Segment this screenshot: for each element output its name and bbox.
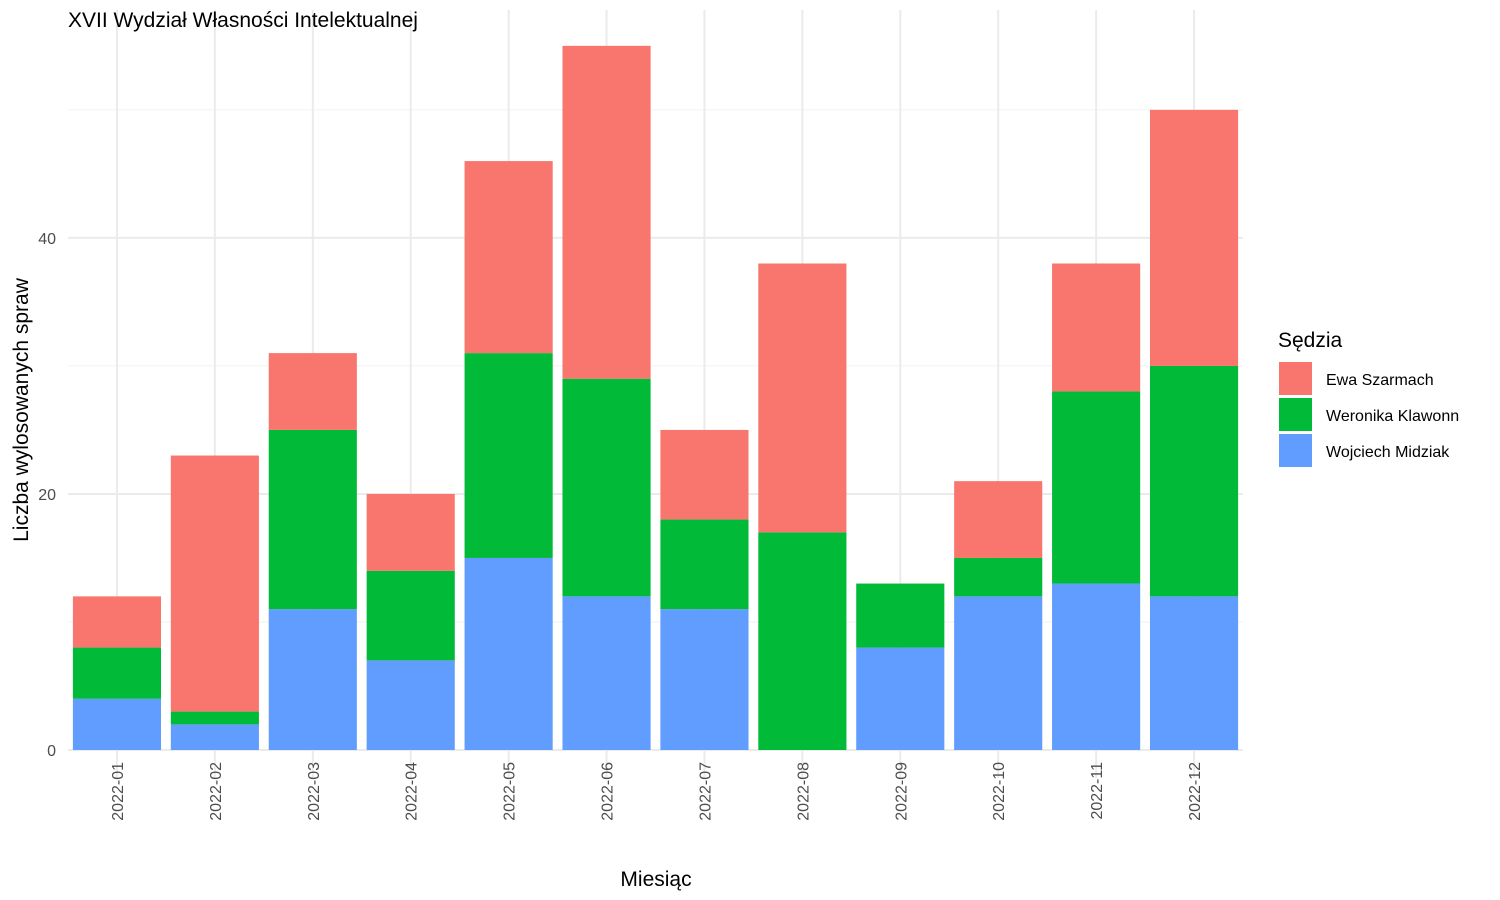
bar-segment: [170, 455, 259, 712]
x-tick-label: 2022-11: [1089, 762, 1106, 820]
bar-segment: [170, 711, 259, 725]
bar-segment: [268, 353, 357, 430]
bar-segment: [954, 481, 1043, 558]
bar-segment: [758, 263, 847, 533]
x-tick-label: 2022-10: [991, 762, 1008, 821]
bar-segment: [1052, 391, 1141, 584]
legend-items: Ewa Szarmach Weronika Klawonn Wojciech Mid…: [1279, 362, 1459, 467]
bar-segment: [856, 647, 945, 750]
bar-segment: [562, 378, 651, 597]
legend-label: Wojciech Midziak: [1326, 444, 1450, 461]
bar-segment: [72, 596, 162, 648]
y-tick-label: 40: [38, 231, 56, 248]
x-axis-ticks: 2022-01 2022-02 2022-03 2022-04 2022-05 2022-…: [110, 762, 1204, 821]
bar-segment: [170, 724, 259, 750]
bar-segment: [72, 698, 162, 750]
legend-swatch: [1279, 398, 1312, 431]
x-tick-label: 2022-07: [697, 762, 714, 821]
x-tick-label: 2022-12: [1187, 762, 1204, 821]
bar-segment: [1052, 583, 1141, 750]
bar-segment: [856, 583, 945, 648]
bar-segment: [562, 45, 651, 379]
bar-segment: [660, 429, 749, 520]
x-tick-label: 2022-03: [306, 762, 323, 821]
x-axis-label: Miesiąc: [620, 868, 691, 891]
legend-swatch: [1279, 362, 1312, 395]
bar-segment: [464, 557, 553, 750]
bar-segment: [660, 609, 749, 750]
bars: [72, 45, 1239, 750]
y-tick-label: 20: [38, 487, 56, 504]
y-axis-ticks: 0 20 40: [38, 231, 56, 760]
y-tick-label: 0: [47, 743, 56, 760]
x-tick-label: 2022-04: [404, 762, 421, 821]
bar-segment: [366, 493, 455, 571]
x-tick-label: 2022-09: [893, 762, 910, 821]
bar-segment: [1052, 263, 1141, 392]
x-tick-label: 2022-08: [795, 762, 812, 821]
bar-segment: [758, 532, 847, 750]
legend-swatch: [1279, 434, 1312, 467]
x-tick-label: 2022-01: [110, 762, 127, 821]
x-tick-label: 2022-05: [502, 762, 519, 821]
bar-segment: [1149, 365, 1239, 597]
bar-segment: [464, 353, 553, 558]
bar-segment: [1149, 109, 1239, 366]
legend: Sędzia Ewa Szarmach Weronika Klawonn Wojci…: [1278, 329, 1459, 467]
legend-label: Weronika Klawonn: [1326, 408, 1459, 425]
chart-title: XVII Wydział Własności Intelektualnej: [68, 9, 418, 32]
bar-segment: [268, 429, 357, 610]
bar-segment: [954, 596, 1043, 750]
bar-segment: [72, 647, 162, 699]
bar-segment: [954, 557, 1043, 597]
bar-segment: [660, 519, 749, 610]
bar-segment: [562, 596, 651, 750]
bar-segment: [1149, 596, 1239, 750]
x-tick-label: 2022-02: [208, 762, 225, 821]
y-axis-label: Liczba wylosowanych spraw: [10, 277, 33, 542]
bar-segment: [268, 609, 357, 750]
bar-segment: [366, 660, 455, 750]
legend-label: Ewa Szarmach: [1326, 372, 1434, 389]
bar-segment: [366, 570, 455, 661]
x-tick-label: 2022-06: [600, 762, 617, 821]
bar-segment: [464, 161, 553, 354]
legend-title: Sędzia: [1278, 329, 1343, 352]
